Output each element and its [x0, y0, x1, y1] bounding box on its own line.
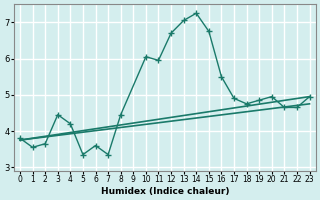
X-axis label: Humidex (Indice chaleur): Humidex (Indice chaleur): [100, 187, 229, 196]
